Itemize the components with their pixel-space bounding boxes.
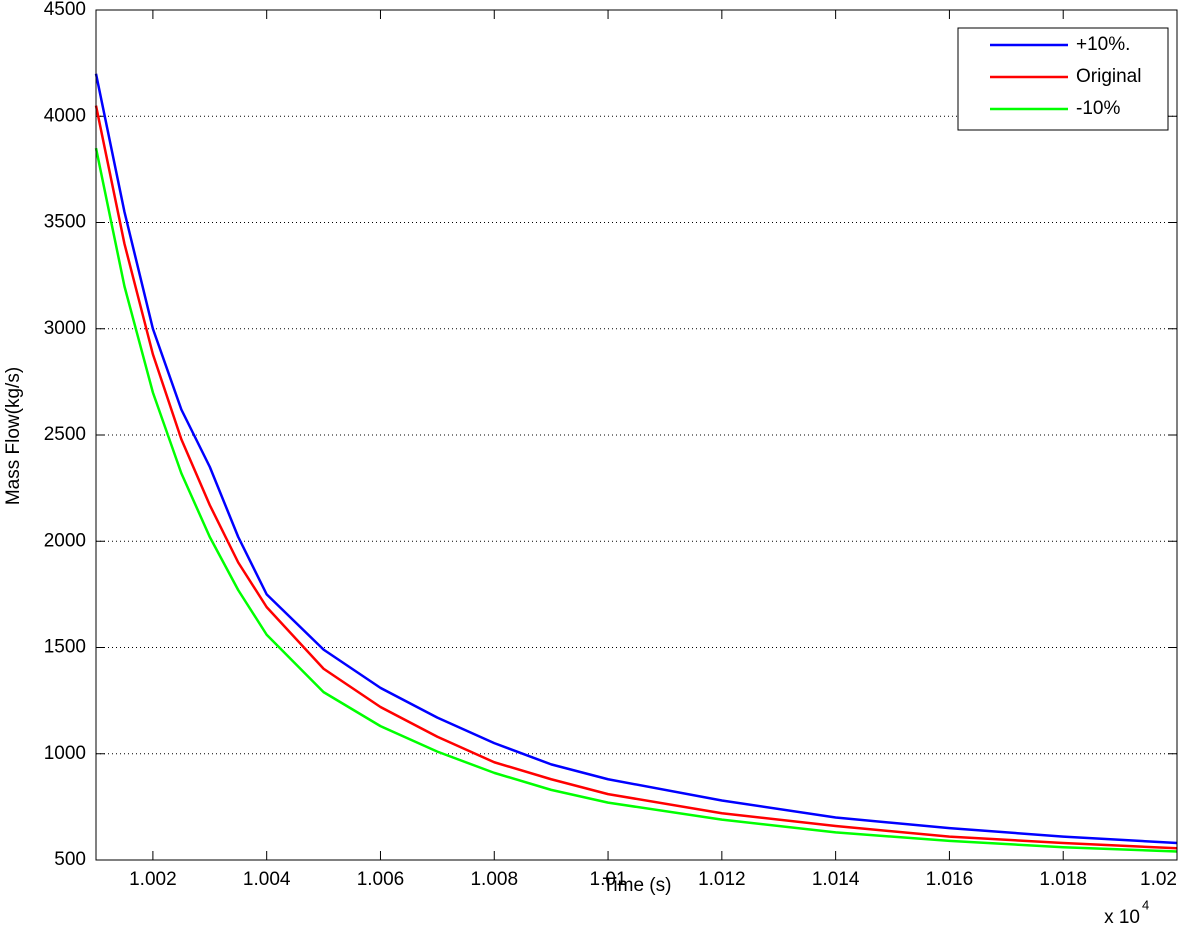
x-tick-label: 1.008 [470,869,518,890]
y-tick-label: 2500 [44,424,86,445]
x-tick-label: 1.002 [129,869,177,890]
y-tick-label: 1000 [44,743,86,764]
x-tick-label: 1.018 [1039,869,1087,890]
y-tick-label: 4000 [44,105,86,126]
x-tick-label: 1.016 [926,869,974,890]
x-tick-label: 1.01 [590,869,627,890]
y-tick-label: 2000 [44,530,86,551]
legend-label: +10%. [1076,34,1130,55]
y-tick-label: 3500 [44,212,86,233]
series-line [94,105,1178,850]
series-line [94,147,1178,853]
x-scale-exponent: 4 [1142,897,1149,912]
legend-label: -10% [1076,98,1120,119]
series-line [94,73,1178,845]
axes-box [95,9,1178,861]
x-tick-label: 1.014 [812,869,860,890]
x-scale-label: x 10 [1104,907,1140,928]
y-tick-label: 500 [54,849,86,870]
legend-label: Original [1076,66,1141,87]
y-tick-label: 3000 [44,318,86,339]
x-tick-label: 1.004 [243,869,291,890]
x-tick-label: 1.012 [698,869,746,890]
y-axis-label: Mass Flow(kg/s) [3,367,24,505]
y-tick-label: 4500 [44,0,86,20]
x-tick-label: 1.006 [357,869,405,890]
x-axis-label: Time (s) [603,875,672,896]
y-tick-label: 1500 [44,637,86,658]
x-tick-label: 1.02 [1140,869,1177,890]
